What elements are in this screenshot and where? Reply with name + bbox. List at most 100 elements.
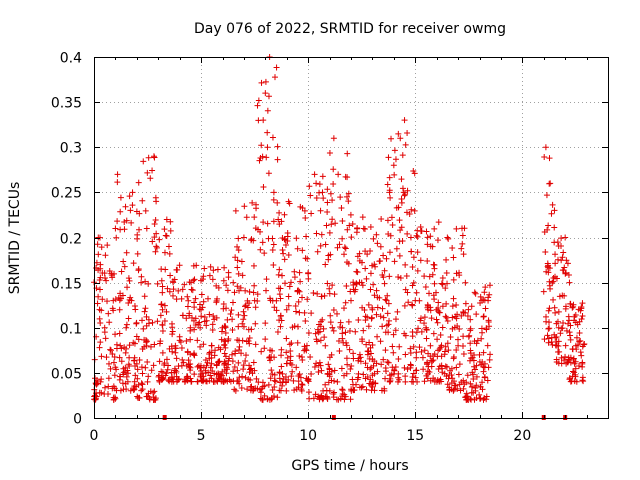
data-point: [161, 360, 168, 367]
data-point: [261, 250, 268, 257]
data-point: [368, 350, 375, 357]
data-point: [331, 291, 338, 298]
data-point: [260, 183, 267, 190]
data-point: [231, 386, 238, 393]
data-point: [563, 257, 570, 264]
x-tick-label: 10: [299, 428, 317, 444]
data-point: [396, 217, 403, 224]
data-point: [344, 361, 351, 368]
data-point: [305, 389, 312, 396]
data-point: [104, 298, 111, 305]
data-point: [116, 376, 123, 383]
data-point: [383, 255, 390, 262]
data-point: [209, 327, 216, 334]
data-point: [221, 350, 228, 357]
data-point: [96, 344, 103, 351]
data-point: [324, 186, 331, 193]
data-point: [96, 286, 103, 293]
data-point: [413, 232, 420, 239]
data-point: [123, 249, 130, 256]
data-point: [427, 353, 434, 360]
data-point: [175, 377, 182, 384]
data-point: [181, 281, 188, 288]
data-point: [215, 359, 222, 366]
data-point: [240, 323, 247, 330]
data-point: [200, 298, 207, 305]
data-point: [353, 229, 360, 236]
data-point: [456, 326, 463, 333]
data-point: [546, 325, 553, 332]
data-point: [306, 183, 313, 190]
data-point: [330, 327, 337, 334]
data-point: [192, 295, 199, 302]
data-point: [567, 322, 574, 329]
data-point: [105, 310, 112, 317]
data-point: [417, 257, 424, 264]
data-point: [213, 297, 220, 304]
data-point: [411, 207, 418, 214]
data-point: [392, 156, 399, 163]
data-point: [367, 366, 374, 373]
data-point: [234, 264, 241, 271]
data-point: [250, 237, 257, 244]
data-point: [324, 208, 331, 215]
data-point: [338, 204, 345, 211]
data-point: [317, 242, 324, 249]
data-point: [264, 144, 271, 151]
data-point: [101, 384, 108, 391]
data-point: [109, 305, 116, 312]
data-point: [562, 342, 569, 349]
data-point: [551, 304, 558, 311]
data-point: [283, 360, 290, 367]
data-point: [198, 291, 205, 298]
data-point: [302, 214, 309, 221]
data-point: [281, 256, 288, 263]
data-point: [209, 276, 216, 283]
data-point: [114, 171, 121, 178]
data-point: [183, 315, 190, 322]
data-point: [240, 234, 247, 241]
data-point: [199, 370, 206, 377]
data-point: [469, 369, 476, 376]
data-point: [372, 263, 379, 270]
data-point: [382, 375, 389, 382]
data-point: [563, 327, 570, 334]
data-point: [198, 306, 205, 313]
data-point: [397, 135, 404, 142]
data-point: [409, 282, 416, 289]
data-point: [251, 214, 258, 221]
data-point: [346, 327, 353, 334]
data-point: [428, 315, 435, 322]
data-point: [567, 336, 574, 343]
data-point: [423, 335, 430, 342]
data-point: [278, 218, 285, 225]
data-point: [121, 218, 128, 225]
y-tick-label: 0.4: [60, 51, 82, 67]
y-tick-label: 0.15: [51, 277, 82, 293]
data-point: [434, 237, 441, 244]
data-point: [424, 257, 431, 264]
data-point: [94, 241, 101, 248]
data-point: [334, 378, 341, 385]
data-point: [333, 396, 340, 403]
data-point: [170, 286, 177, 293]
data-point: [551, 331, 558, 338]
data-point: [239, 373, 246, 380]
data-point: [276, 209, 283, 216]
data-point: [421, 347, 428, 354]
data-point: [135, 179, 142, 186]
data-point: [224, 316, 231, 323]
data-point: [481, 360, 488, 367]
data-point: [555, 338, 562, 345]
data-point: [291, 268, 298, 275]
data-point: [325, 361, 332, 368]
data-point: [92, 392, 99, 399]
data-point: [138, 387, 145, 394]
data-point: [395, 130, 402, 137]
data-point: [218, 328, 225, 335]
data-point: [184, 348, 191, 355]
data-point: [125, 275, 132, 282]
data-point: [545, 325, 552, 332]
y-tick-label: 0.25: [51, 186, 82, 202]
data-point: [219, 324, 226, 331]
